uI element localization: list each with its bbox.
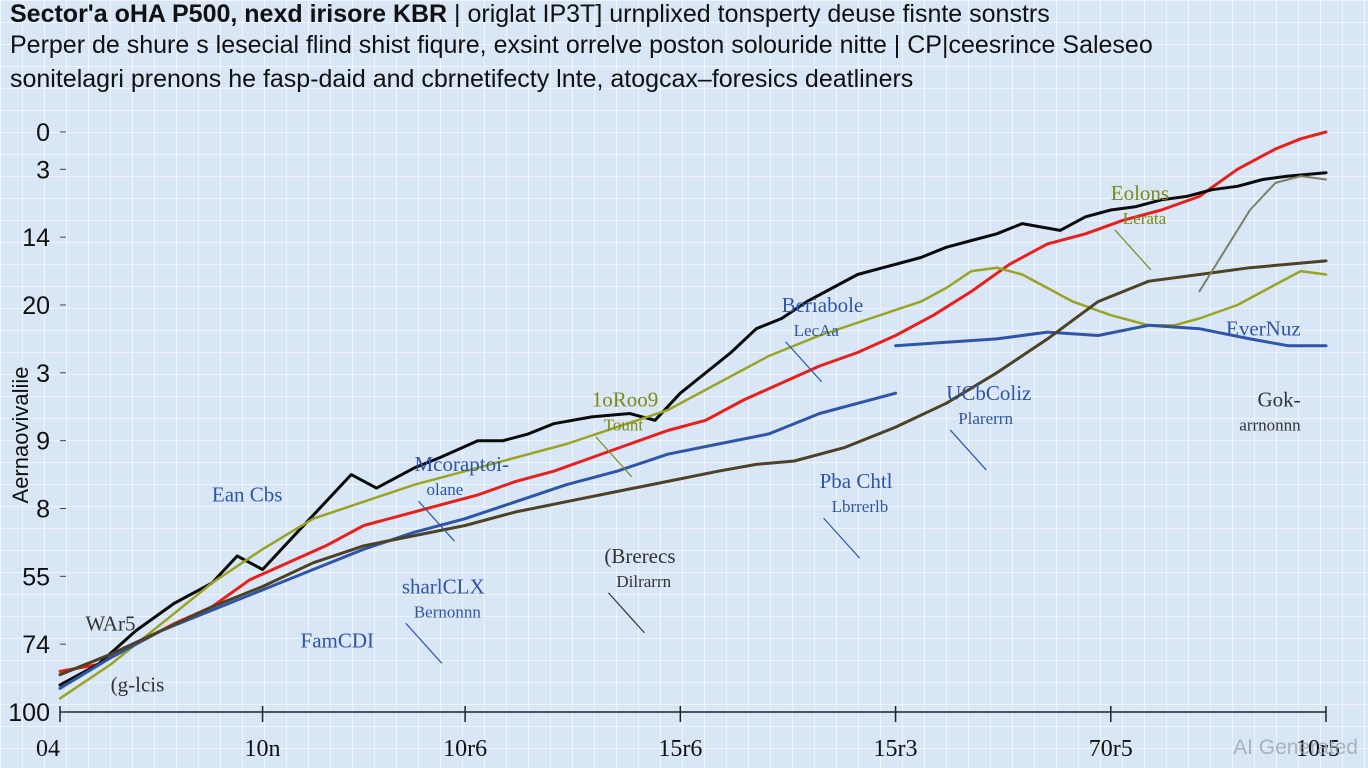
y-tick-label: 3 — [36, 156, 50, 184]
y-tick-label: 14 — [22, 224, 50, 252]
annotation-leader-line — [785, 341, 823, 383]
annotation-label: Beriabole — [782, 293, 864, 317]
annotation-leader-line — [823, 517, 861, 559]
annotation-sublabel: Plarerrn — [958, 409, 1013, 428]
annotation-leader-line — [595, 436, 633, 478]
chart-subtitle-line-2: sonitelagri prenons he fasp-daid and cbr… — [10, 65, 914, 93]
x-tick-label: 70r5 — [1089, 736, 1133, 762]
series-line-gray — [1198, 175, 1327, 293]
annotation-label: EverNuz — [1226, 317, 1301, 341]
y-tick-label: 20 — [22, 292, 50, 320]
annotation-sublabel: Bernonnn — [414, 602, 482, 621]
chart-subtitle-line-1: Perper de shure s lesecial flind shist f… — [10, 31, 1153, 59]
annotation-leader-line — [949, 429, 987, 471]
annotation-sublabel: Lbrrerlb — [832, 497, 889, 516]
y-tick-label: 74 — [22, 631, 50, 659]
y-tick-label: 9 — [36, 428, 50, 456]
annotation-sublabel: Dilrarrn — [616, 572, 671, 591]
annotation-leader-line — [1114, 229, 1152, 271]
series-line-red — [58, 130, 1328, 673]
annotation-sublabel: arrnonnn — [1239, 416, 1301, 435]
annotation-label: sharlCLX — [402, 574, 485, 598]
chart-header: Sector'a oHA P500, nexd irisore KBR | or… — [10, 0, 1360, 96]
series-line-blue — [894, 323, 1328, 348]
annotation-label: (Brerecs — [604, 544, 675, 568]
annotation-sublabel: olane — [426, 480, 463, 499]
chart-title-rest: | origlat IP3T] urnplixed tonsperty deus… — [447, 0, 1050, 28]
series-line-brown — [58, 259, 1328, 677]
annotation-sublabel: Lerata — [1123, 209, 1167, 228]
chart-title-bold: Sector'a oHA P500, nexd irisore KBR — [10, 0, 448, 28]
x-tick-label: 04 — [36, 736, 60, 762]
annotation-label: Pba Chtl — [820, 469, 893, 493]
annotation-sublabel: LecAa — [794, 321, 840, 340]
y-tick-label: 8 — [36, 495, 50, 523]
annotation-label: Gok- — [1258, 388, 1301, 412]
x-tick-label: 10r6 — [443, 736, 487, 762]
y-tick-label: 55 — [22, 563, 50, 591]
watermark-text: AI Generated — [1233, 736, 1358, 759]
annotation-label: FamCDI — [301, 629, 375, 653]
x-tick-label: 15r3 — [874, 736, 918, 762]
y-axis-label: Aernaovivaliie — [8, 367, 33, 504]
x-tick-label: 15r6 — [658, 736, 702, 762]
annotation-leader-line — [607, 592, 645, 634]
y-tick-label: 100 — [8, 699, 50, 727]
y-tick-label: 3 — [36, 360, 50, 388]
annotation-label: Eolons — [1111, 181, 1169, 205]
series-line-blue — [58, 391, 898, 690]
annotation-leader-line — [405, 622, 443, 664]
x-tick-label: 10n — [245, 736, 281, 762]
y-tick-label: 0 — [36, 119, 50, 147]
annotation-label: WAr5 — [85, 612, 135, 636]
x-tick-label: 10r5 — [1296, 736, 1340, 762]
annotation-label: 1oRoo9 — [592, 388, 659, 412]
annotation-label: Mcoraptoi- — [414, 452, 508, 476]
series-line-black — [58, 171, 1328, 687]
annotation-label: Ean Cbs — [212, 483, 283, 507]
annotation-label: UCbColiz — [946, 381, 1031, 405]
annotation-label: (g-lcis — [111, 673, 165, 697]
annotation-leader-line — [418, 500, 455, 542]
annotation-sublabel: Tount — [604, 416, 644, 435]
chart-title: Sector'a oHA P500, nexd irisore KBR | or… — [10, 0, 1360, 28]
